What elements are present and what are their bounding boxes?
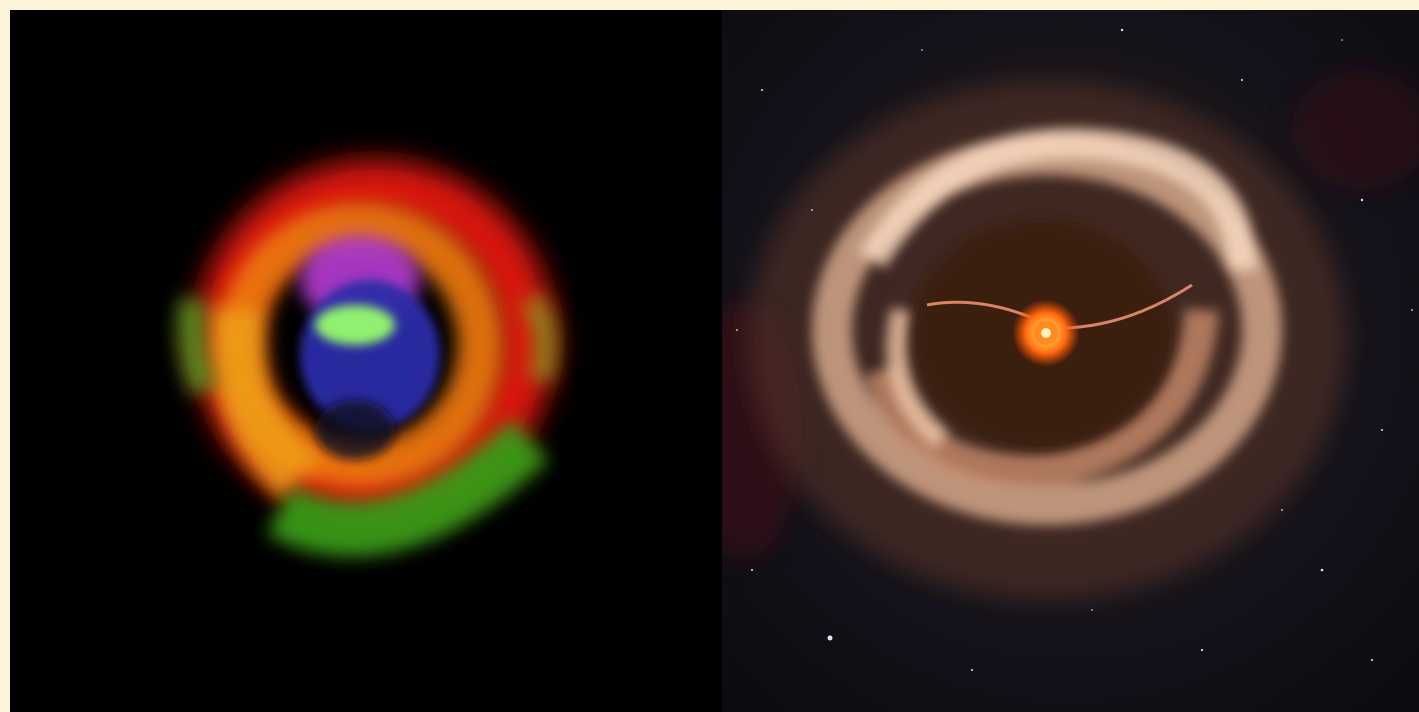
- observation-panel: [10, 10, 722, 712]
- green-arc: [176, 292, 559, 557]
- central-star: [1012, 299, 1080, 367]
- illustration-image: [722, 10, 1419, 712]
- illustration-panel: [722, 10, 1419, 712]
- mid-ring: [210, 202, 503, 501]
- observation-image: [10, 10, 722, 712]
- green-core: [315, 305, 395, 345]
- dark-cavity: [315, 400, 395, 460]
- background-stars: [736, 28, 1413, 671]
- disk-ring: [812, 128, 1282, 525]
